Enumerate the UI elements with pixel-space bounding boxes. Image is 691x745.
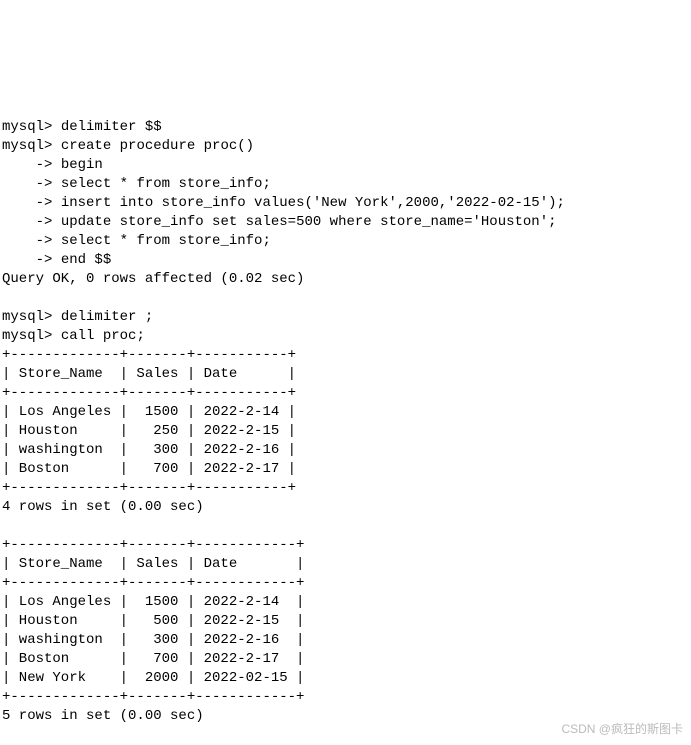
result-query-ok: Query OK, 0 rows affected (0.02 sec) (2, 271, 304, 287)
cont-prompt: -> (2, 233, 52, 249)
table-header: | Store_Name | Sales | Date | (2, 366, 296, 382)
table-sep: +-------------+-------+-----------+ (2, 385, 296, 401)
table-row: | washington | 300 | 2022-2-16 | (2, 632, 304, 648)
cmd-insert: insert into store_info values('New York'… (61, 195, 565, 211)
cont-prompt: -> (2, 157, 52, 173)
terminal-output: mysql> delimiter $$ mysql> create proced… (0, 95, 691, 745)
cont-prompt: -> (2, 195, 52, 211)
cmd-delimiter-open: delimiter $$ (61, 119, 162, 135)
cmd-begin: begin (61, 157, 103, 173)
cmd-delimiter-close: delimiter ; (61, 309, 153, 325)
table-row: | Houston | 500 | 2022-2-15 | (2, 613, 304, 629)
table-sep: +-------------+-------+------------+ (2, 537, 304, 553)
table-row: | Los Angeles | 1500 | 2022-2-14 | (2, 594, 304, 610)
table-header: | Store_Name | Sales | Date | (2, 556, 304, 572)
table-row: | Los Angeles | 1500 | 2022-2-14 | (2, 404, 296, 420)
cmd-end: end $$ (61, 252, 111, 268)
table-sep: +-------------+-------+------------+ (2, 575, 304, 591)
prompt: mysql> (2, 328, 52, 344)
table-sep: +-------------+-------+-----------+ (2, 347, 296, 363)
table-row: | New York | 2000 | 2022-02-15 | (2, 670, 304, 686)
table-sep: +-------------+-------+------------+ (2, 689, 304, 705)
table-row: | Boston | 700 | 2022-2-17 | (2, 651, 304, 667)
table-row: | Houston | 250 | 2022-2-15 | (2, 423, 296, 439)
result-rowcount: 5 rows in set (0.00 sec) (2, 708, 204, 724)
prompt: mysql> (2, 309, 52, 325)
cmd-select-1: select * from store_info; (61, 176, 271, 192)
cmd-call: call proc; (61, 328, 145, 344)
cmd-update: update store_info set sales=500 where st… (61, 214, 557, 230)
prompt: mysql> (2, 138, 52, 154)
table-row: | washington | 300 | 2022-2-16 | (2, 442, 296, 458)
prompt: mysql> (2, 119, 52, 135)
cont-prompt: -> (2, 214, 52, 230)
cont-prompt: -> (2, 176, 52, 192)
cmd-create: create procedure proc() (61, 138, 254, 154)
cmd-select-2: select * from store_info; (61, 233, 271, 249)
table-row: | Boston | 700 | 2022-2-17 | (2, 461, 296, 477)
result-rowcount: 4 rows in set (0.00 sec) (2, 499, 204, 515)
cont-prompt: -> (2, 252, 52, 268)
table-sep: +-------------+-------+-----------+ (2, 480, 296, 496)
watermark-text: CSDN @疯狂的斯图卡 (561, 720, 683, 739)
